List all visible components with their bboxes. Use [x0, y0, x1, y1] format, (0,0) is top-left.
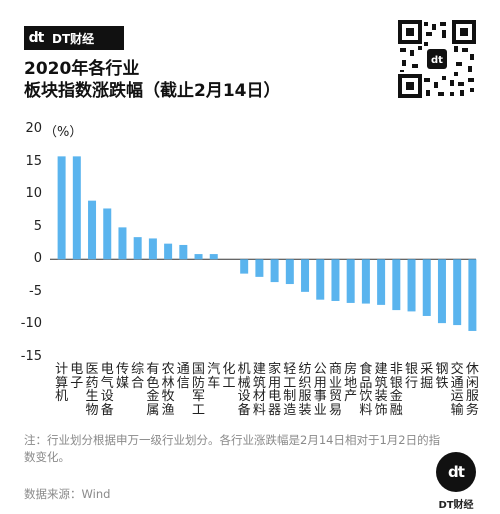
bar-10	[209, 254, 218, 260]
x-category-label: 农林牧渔	[161, 362, 175, 418]
qr-code-icon[interactable]: dt	[398, 20, 476, 98]
bar-21	[377, 259, 386, 305]
bar-25	[437, 259, 446, 324]
bar-7	[164, 243, 173, 260]
bar-14	[270, 259, 279, 283]
y-tick-label: 20	[25, 121, 42, 136]
x-category-label: 交通运输	[450, 362, 464, 418]
data-source: 数据来源：Wind	[24, 487, 111, 501]
bar-26	[453, 259, 462, 326]
bar-3	[103, 208, 112, 260]
bar-19	[346, 259, 355, 303]
y-tick-label: 0	[33, 251, 42, 267]
x-category-label: 纺织服装	[298, 362, 312, 418]
x-category-label: 化工	[222, 362, 236, 391]
title-line-1: 2020年各行业	[24, 59, 140, 79]
y-tick-label: 15	[25, 153, 42, 169]
x-category-label: 汽车	[207, 362, 221, 391]
bar-22	[392, 259, 401, 311]
bar-8	[179, 244, 188, 260]
bar-16	[301, 259, 310, 292]
y-tick-label: -5	[29, 283, 42, 299]
bar-23	[407, 259, 416, 312]
bar-24	[422, 259, 431, 316]
x-category-label: 建筑装饰	[374, 362, 388, 418]
y-tick-label: -15	[20, 349, 42, 364]
svg-text:dt: dt	[431, 55, 443, 66]
x-category-label: 轻工制造	[283, 362, 297, 418]
brand-footer: dt DT财经	[432, 452, 480, 511]
x-category-label: 计算机	[55, 362, 69, 404]
x-category-label: 采掘	[420, 362, 434, 391]
dt-logo-icon: dt	[28, 30, 45, 46]
bar-4	[118, 227, 127, 260]
dt-circle-logo-icon: dt	[436, 452, 476, 492]
y-unit-label: （%）	[44, 125, 83, 140]
bar-17	[316, 259, 325, 300]
bar-15	[285, 259, 294, 285]
x-category-label: 医药生物	[85, 362, 99, 418]
brand-footer-name: DT财经	[438, 500, 474, 511]
x-category-label: 非银金融	[389, 362, 403, 418]
x-category-label: 食品饮料	[359, 362, 373, 418]
x-category-label: 通信	[176, 362, 190, 391]
bar-5	[133, 237, 142, 260]
x-category-label: 钢铁	[435, 362, 449, 391]
bar-9	[194, 254, 203, 260]
bar-20	[361, 259, 370, 304]
x-category-label: 建筑材料	[252, 362, 266, 418]
x-category-label: 休闲服务	[465, 362, 479, 418]
bar-2	[88, 200, 97, 260]
brand-logo: dt DT财经	[24, 26, 124, 50]
x-category-label: 电子	[70, 362, 84, 391]
x-category-label: 国防军工	[192, 362, 206, 418]
bar-0	[57, 156, 66, 260]
x-category-label: 商业贸易	[328, 362, 342, 418]
title-line-2: 板块指数涨跌幅（截止2月14日）	[24, 81, 281, 101]
y-tick-label: 5	[33, 218, 42, 234]
brand-name: DT财经	[52, 31, 95, 46]
x-category-label: 银行	[405, 362, 419, 391]
x-category-label: 传媒	[115, 362, 129, 391]
bar-27	[468, 259, 477, 331]
x-category-label: 综合	[131, 362, 145, 391]
y-tick-label: 10	[25, 186, 42, 202]
x-category-label: 机械设备	[237, 362, 251, 418]
y-tick-label: -10	[20, 316, 42, 332]
bar-12	[240, 259, 249, 274]
x-category-label: 公用事业	[313, 362, 327, 418]
bar-18	[331, 259, 340, 301]
x-category-label: 家用电器	[268, 362, 282, 418]
page-title: 2020年各行业 板块指数涨跌幅（截止2月14日）	[24, 58, 281, 102]
bar-1	[72, 156, 81, 260]
x-category-label: 房地产	[344, 362, 358, 404]
chart-note: 注：行业划分根据申万一级行业划分。各行业涨跌幅是2月14日相对于1月2日的指数变…	[24, 433, 441, 464]
x-category-label: 有色金属	[146, 362, 160, 418]
bar-6	[148, 238, 157, 260]
x-category-label: 电气设备	[100, 362, 114, 418]
bar-13	[255, 259, 264, 277]
